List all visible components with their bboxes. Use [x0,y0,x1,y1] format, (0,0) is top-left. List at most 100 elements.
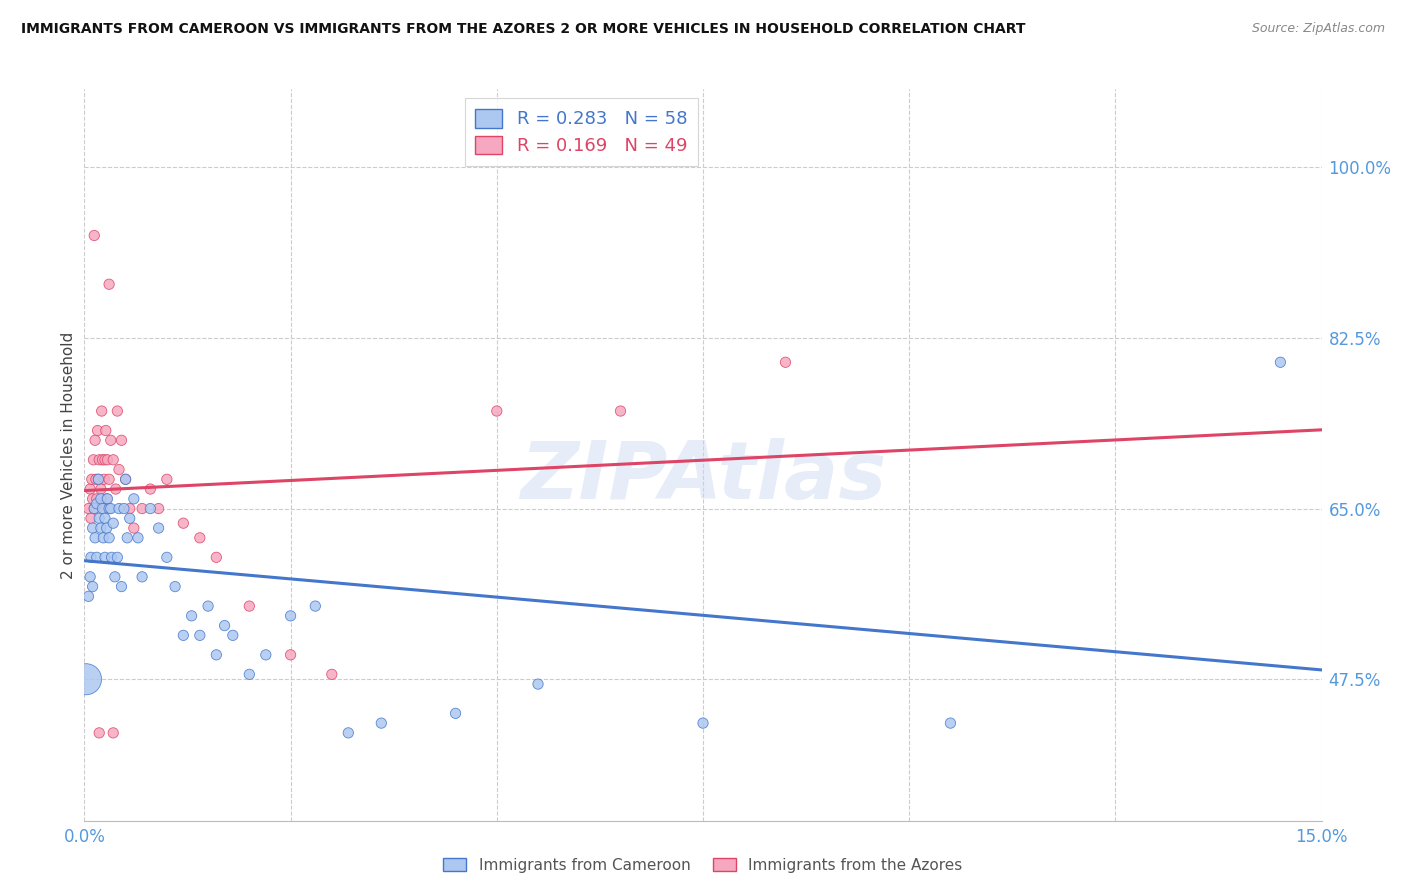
Point [82,491,104,506]
Legend: Immigrants from Cameroon, Immigrants from the Azores: Immigrants from Cameroon, Immigrants fro… [437,852,969,879]
Point [148,521,170,535]
Point [75,672,97,686]
Point [80,472,103,486]
Point [188,628,211,642]
Point [222,628,245,642]
Text: ZIPAtlas: ZIPAtlas [520,438,886,516]
Point [96,521,118,535]
Point [114,472,136,486]
Point [692,716,714,731]
Point [527,677,550,691]
Point [180,608,202,623]
Point [105,550,128,565]
Point [444,706,467,721]
Point [609,404,631,418]
Point [280,648,302,662]
Point [86,491,108,506]
Point [104,482,127,496]
Point [118,511,141,525]
Point [80,550,103,565]
Point [90,491,112,506]
Point [100,434,122,448]
Point [98,472,121,486]
Point [156,472,179,486]
Point [82,580,104,594]
Point [103,726,125,740]
Point [91,452,114,467]
Point [90,521,112,535]
Point [94,550,117,565]
Point [131,570,153,584]
Point [100,550,122,565]
Point [103,516,125,531]
Point [84,531,107,545]
Point [96,491,118,506]
Point [118,501,141,516]
Point [91,531,114,545]
Point [82,452,104,467]
Point [94,452,117,467]
Point [105,404,128,418]
Point [89,511,111,525]
Point [172,628,194,642]
Point [197,599,219,613]
Point [775,355,797,369]
Point [103,452,125,467]
Point [110,434,132,448]
Point [83,501,105,516]
Point [205,550,228,565]
Point [89,726,111,740]
Point [93,472,115,486]
Point [98,501,121,516]
Point [86,550,108,565]
Point [139,501,162,516]
Point [238,667,260,681]
Point [91,501,114,516]
Point [96,452,118,467]
Point [139,482,162,496]
Point [117,531,139,545]
Point [98,277,121,292]
Point [82,521,104,535]
Text: Source: ZipAtlas.com: Source: ZipAtlas.com [1251,22,1385,36]
Y-axis label: 2 or more Vehicles in Household: 2 or more Vehicles in Household [60,331,76,579]
Point [91,501,114,516]
Point [337,726,360,740]
Point [939,716,962,731]
Point [87,472,110,486]
Point [98,531,121,545]
Point [87,472,110,486]
Point [84,434,107,448]
Point [83,501,105,516]
Point [112,501,135,516]
Point [156,550,179,565]
Point [122,521,145,535]
Point [79,570,101,584]
Point [83,228,105,243]
Point [304,599,326,613]
Point [79,482,101,496]
Point [100,501,122,516]
Point [321,667,343,681]
Point [86,497,108,511]
Point [205,648,228,662]
Point [485,404,508,418]
Point [77,501,100,516]
Point [122,491,145,506]
Point [127,531,149,545]
Point [86,424,108,438]
Point [104,570,127,584]
Point [188,531,211,545]
Point [90,482,112,496]
Point [280,608,302,623]
Point [89,452,111,467]
Point [165,580,187,594]
Point [96,491,118,506]
Point [214,618,236,632]
Text: IMMIGRANTS FROM CAMEROON VS IMMIGRANTS FROM THE AZORES 2 OR MORE VEHICLES IN HOU: IMMIGRANTS FROM CAMEROON VS IMMIGRANTS F… [21,22,1025,37]
Point [108,462,131,476]
Point [94,511,117,525]
Point [90,404,112,418]
Point [80,511,103,525]
Point [370,716,392,731]
